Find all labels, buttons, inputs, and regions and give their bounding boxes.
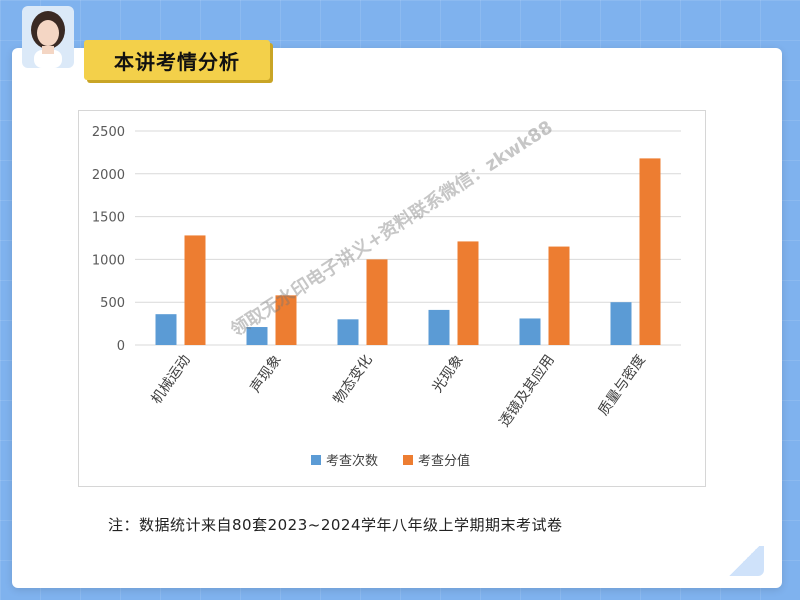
- source-note: 注：数据统计来自80套2023~2024学年八年级上学期期末考试卷: [108, 516, 563, 534]
- bar-count-5: [610, 302, 632, 345]
- bar-score-3: [457, 241, 479, 345]
- bar-chart: 0 500 1000 1500 2000 2500 机械运动 声现象 物态变化 光现象 透镜及其应…: [92, 125, 681, 469]
- y-tick-label: 1000: [92, 253, 125, 268]
- legend-label: 考查次数: [326, 453, 378, 469]
- section-title-banner: 本讲考情分析: [84, 40, 270, 80]
- x-category-label: 质量与密度: [595, 352, 649, 419]
- y-tick-label: 1500: [92, 211, 125, 226]
- y-tick-label: 0: [117, 339, 125, 354]
- bar-count-2: [337, 319, 359, 345]
- y-axis-ticks: 0 500 1000 1500 2000 2500: [92, 125, 125, 354]
- bar-score-2: [366, 259, 388, 345]
- bar-score-0: [184, 235, 206, 345]
- bar-score-1: [275, 295, 297, 345]
- bar-count-4: [519, 318, 541, 345]
- y-tick-label: 2500: [92, 125, 125, 140]
- y-tick-label: 500: [100, 296, 125, 311]
- bar-score-5: [639, 158, 661, 345]
- bar-score-4: [548, 246, 570, 345]
- chart-frame: 0 500 1000 1500 2000 2500 机械运动 声现象 物态变化 光现象 透镜及其应…: [78, 110, 706, 487]
- bar-count-0: [155, 314, 177, 345]
- chart-legend: 考查次数 考查分值: [311, 453, 470, 469]
- legend-swatch: [311, 455, 321, 465]
- x-category-label: 声现象: [248, 352, 285, 396]
- x-category-label: 透镜及其应用: [496, 352, 558, 431]
- x-category-label: 机械运动: [149, 352, 194, 407]
- bar-count-1: [246, 327, 268, 345]
- y-tick-label: 2000: [92, 168, 125, 183]
- presenter-avatar: [22, 6, 74, 68]
- chart-bars: [155, 158, 661, 345]
- chart-gridlines: [135, 130, 681, 346]
- x-category-label: 物态变化: [331, 352, 376, 407]
- section-title: 本讲考情分析: [114, 49, 240, 74]
- bar-count-3: [428, 309, 450, 345]
- legend-swatch: [403, 455, 413, 465]
- page-curl: [724, 546, 764, 576]
- legend-label: 考查分值: [418, 453, 470, 469]
- x-category-label: 光现象: [430, 352, 467, 396]
- x-axis-labels: 机械运动 声现象 物态变化 光现象 透镜及其应用 质量与密度: [149, 352, 649, 431]
